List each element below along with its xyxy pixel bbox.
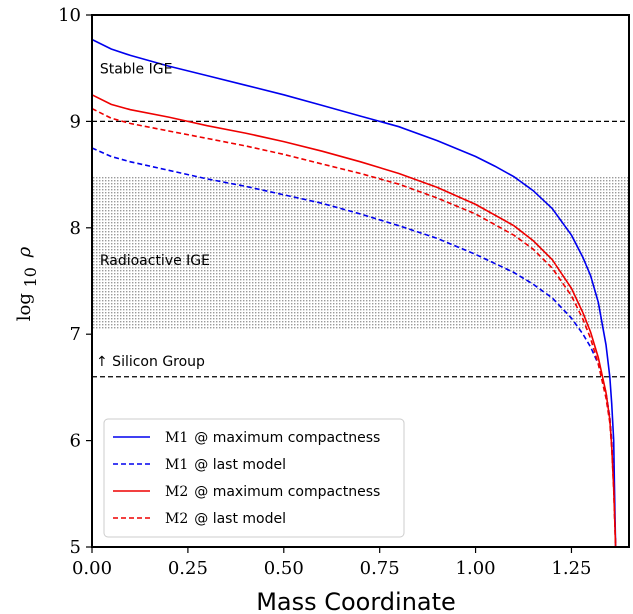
y-tick-label-4: 9 [70,111,81,132]
x-tick-label-5: 1.25 [551,558,591,579]
legend-label-0: M1 @ maximum compactness [165,430,380,446]
series-line-2 [91,94,617,548]
y-tick-label-5: 10 [58,5,81,26]
x-tick-label-2: 0.50 [264,558,304,579]
legend-box [103,418,405,538]
y-tick-label-2: 7 [70,324,81,345]
regions-layer [92,176,629,329]
legend-label-1: M1 @ last model [165,457,286,473]
annotation-2: ↑ Silicon Group [96,354,205,370]
legend-label-2: M2 @ maximum compactness [165,484,380,500]
annotation-0: Stable IGE [100,62,173,78]
plot-frame [91,14,630,548]
series-line-3 [91,107,617,548]
y-axis-label-sub: 10 [21,267,40,287]
annotations-layer: Stable IGE Radioactive IGE ↑ Silicon Group [96,62,210,371]
x-tick-label-0: 0.00 [72,558,112,579]
annotation-1: Radioactive IGE [100,253,210,269]
reference-lines-layer [92,120,629,378]
y-tick-label-1: 6 [70,431,81,452]
x-tick-label-4: 1.00 [456,558,496,579]
y-tick-label-3: 8 [70,218,81,239]
x-tick-label-1: 0.25 [168,558,208,579]
y-tick-label-0: 5 [70,537,81,558]
y-axis-label: log 10 ρ [14,246,41,321]
y-axis-label-base: log [14,293,35,321]
x-tick-label-3: 0.75 [360,558,400,579]
series-layer [91,38,617,548]
region-band-0 [92,176,629,329]
y-axis-label-symbol: ρ [14,246,35,258]
x-axis-label: Mass Coordinate [256,588,456,614]
series-line-0 [91,38,617,548]
legend-label-3: M2 @ last model [165,511,286,527]
legend: M1 @ maximum compactness M1 @ last model M2 @… [103,418,405,538]
axes-layer: 0.00 0.25 0.50 0.75 1.00 1.25 5 6 7 8 9 10 [58,5,630,579]
